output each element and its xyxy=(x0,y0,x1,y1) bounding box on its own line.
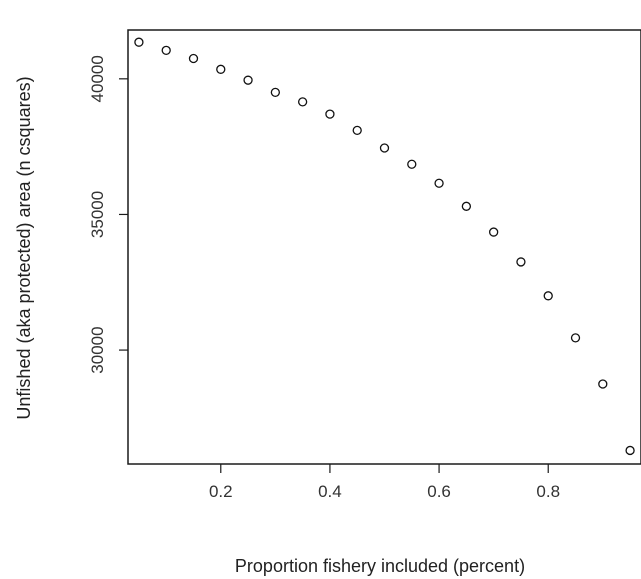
plot-frame xyxy=(127,29,641,465)
x-tick-label: 0.4 xyxy=(318,482,342,501)
y-axis: 30000 35000 40000 xyxy=(88,55,128,374)
data-point xyxy=(625,445,635,456)
data-point xyxy=(543,291,553,301)
x-axis: 0.2 0.4 0.6 0.8 xyxy=(209,464,560,501)
data-point xyxy=(570,333,581,343)
data-point xyxy=(461,201,472,211)
data-point xyxy=(161,45,171,55)
data-point xyxy=(407,159,417,169)
data-point xyxy=(352,125,362,136)
data-point xyxy=(434,178,444,188)
data-point xyxy=(297,97,308,107)
y-tick-label: 30000 xyxy=(88,326,107,373)
y-tick-label: 40000 xyxy=(88,55,107,102)
data-point xyxy=(598,379,608,389)
data-point xyxy=(270,87,281,98)
x-axis-title: Proportion fishery included (percent) xyxy=(235,556,525,576)
data-point xyxy=(516,257,526,267)
data-point xyxy=(325,109,335,119)
data-point xyxy=(216,64,226,74)
y-tick-label: 35000 xyxy=(88,191,107,238)
x-tick-label: 0.2 xyxy=(209,482,233,501)
x-tick-label: 0.6 xyxy=(427,482,451,501)
data-point xyxy=(134,37,144,47)
data-point xyxy=(243,75,253,85)
data-point xyxy=(379,143,390,153)
data-point xyxy=(488,227,499,237)
y-axis-title: Unfished (aka protected) area (n csquare… xyxy=(14,76,34,419)
data-points xyxy=(134,37,635,456)
x-tick-label: 0.8 xyxy=(536,482,560,501)
data-point xyxy=(188,53,199,64)
